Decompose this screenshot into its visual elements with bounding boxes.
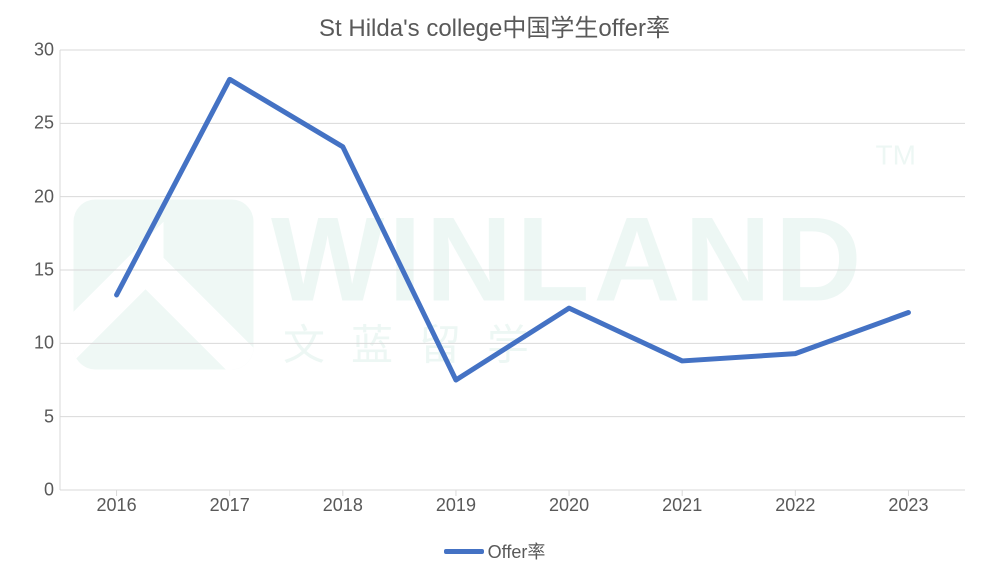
y-tick-label: 10 — [4, 333, 54, 354]
plot-area — [60, 50, 965, 490]
x-tick-label: 2016 — [97, 495, 137, 516]
legend-label: Offer率 — [488, 538, 546, 564]
y-tick-label: 20 — [4, 186, 54, 207]
y-tick-label: 25 — [4, 113, 54, 134]
x-tick-label: 2022 — [775, 495, 815, 516]
chart-title: St Hilda's college中国学生offer率 — [0, 8, 989, 43]
y-tick-label: 5 — [4, 406, 54, 427]
x-tick-label: 2020 — [549, 495, 589, 516]
legend-swatch — [444, 549, 484, 554]
chart-container: St Hilda's college中国学生offer率 WINLANDTM 文… — [0, 0, 989, 572]
y-tick-label: 30 — [4, 40, 54, 61]
x-tick-label: 2017 — [210, 495, 250, 516]
x-tick-label: 2021 — [662, 495, 702, 516]
x-tick-label: 2019 — [436, 495, 476, 516]
plot-svg — [60, 50, 965, 490]
legend-item: Offer率 — [444, 538, 546, 564]
y-tick-label: 15 — [4, 260, 54, 281]
x-tick-label: 2023 — [888, 495, 928, 516]
x-tick-label: 2018 — [323, 495, 363, 516]
y-tick-label: 0 — [4, 480, 54, 501]
legend: Offer率 — [0, 538, 989, 565]
